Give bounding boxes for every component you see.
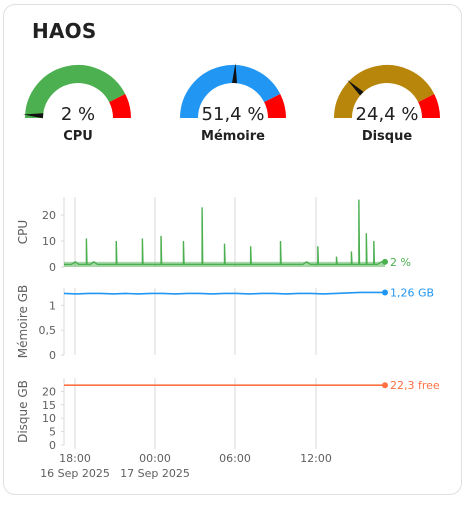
x-tick-label: 18:00 (59, 452, 91, 465)
memory-gauge-fill (180, 65, 281, 119)
memory-gauge-severity (263, 93, 286, 119)
memory-gauge-needle (232, 63, 238, 84)
series-area (64, 261, 385, 267)
x-tick-label: 12:00 (300, 452, 332, 465)
x-tick-label: 06:00 (219, 452, 251, 465)
x-tick-label: 00:00 (139, 452, 171, 465)
disk-gauge-value: 24,4 % (355, 104, 419, 125)
memory-gauge-arc (180, 63, 286, 119)
disk-gauge[interactable]: 24,4 % Disque (331, 62, 443, 152)
end-value-label: 22,3 free (390, 379, 440, 392)
cpu-gauge-severity (108, 93, 131, 119)
y-axis-label: Mémoire GB (16, 285, 30, 359)
cpu-gauge-label: CPU (63, 129, 93, 144)
y-axis-label: CPU (16, 220, 30, 244)
y-tick-label: 15 (42, 399, 56, 412)
series-line (64, 199, 385, 266)
chart-panel-0: 0 10 20 CPU 2 % (16, 197, 411, 274)
end-value-label: 2 % (390, 256, 411, 269)
memory-gauge[interactable]: 51,4 % Mémoire (177, 62, 289, 152)
x-tick-date: 17 Sep 2025 (120, 467, 190, 480)
y-tick-label: 0,5 (39, 324, 57, 337)
y-tick-label: 1 (49, 299, 56, 312)
end-point (382, 289, 388, 296)
cpu-gauge[interactable]: 2 % CPU (22, 62, 134, 152)
cpu-gauge-arc (23, 65, 131, 119)
end-point (382, 258, 388, 265)
system-monitor-card: HAOS (3, 4, 462, 495)
x-tick-date: 16 Sep 2025 (40, 467, 110, 480)
disk-gauge-needle (347, 79, 364, 96)
memory-gauge-label: Mémoire (201, 129, 265, 144)
cpu-gauge-needle (23, 113, 44, 119)
series-line (63, 291, 385, 295)
y-tick-label: 0 (49, 261, 56, 274)
disk-gauge-arc (334, 65, 440, 119)
chart-panel-1: 0 0,5 1 Mémoire GB 1,26 GB (16, 285, 434, 362)
y-tick-label: 20 (42, 385, 56, 398)
cpu-gauge-fill (25, 65, 126, 119)
card-title: HAOS (32, 19, 97, 43)
y-tick-label: 0 (49, 349, 56, 362)
disk-gauge-label: Disque (361, 129, 413, 144)
y-tick-label: 20 (42, 209, 56, 222)
memory-gauge-value: 51,4 % (201, 104, 265, 125)
cpu-gauge-value: 2 % (60, 104, 96, 125)
y-tick-label: 10 (42, 235, 56, 248)
y-tick-label: 0 (49, 439, 56, 452)
end-value-label: 1,26 GB (390, 286, 434, 299)
disk-gauge-fill (334, 65, 435, 119)
y-tick-label: 5 (49, 426, 56, 439)
disk-gauge-severity (417, 93, 440, 119)
y-axis-label: Disque GB (16, 380, 30, 443)
end-point (382, 382, 388, 389)
y-tick-label: 10 (42, 412, 56, 425)
